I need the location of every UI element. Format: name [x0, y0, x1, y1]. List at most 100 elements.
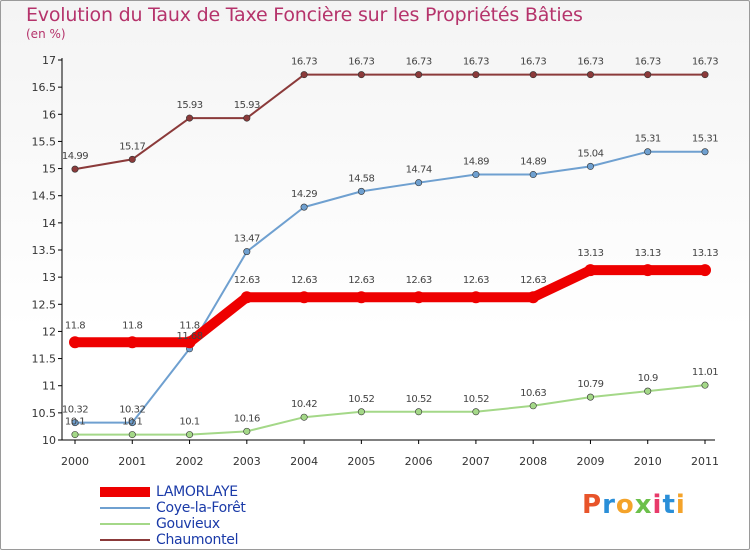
x-tick-label: 2004	[290, 455, 318, 468]
data-label: 16.73	[692, 57, 718, 68]
data-label: 10.32	[119, 405, 145, 416]
data-point	[69, 336, 81, 349]
data-point	[472, 71, 480, 79]
data-point	[529, 71, 537, 79]
data-point	[415, 71, 423, 79]
data-point	[128, 155, 136, 163]
data-label: 12.63	[291, 275, 317, 286]
legend-swatch	[100, 523, 150, 525]
data-label: 10.52	[463, 394, 489, 405]
data-point	[240, 291, 253, 304]
logo-letter: i	[675, 490, 686, 520]
data-point	[472, 171, 480, 179]
data-point	[71, 165, 79, 173]
data-label: 11.8	[65, 320, 85, 331]
data-point	[644, 148, 652, 156]
data-label: 14.99	[62, 151, 88, 162]
x-tick-label: 2001	[118, 455, 146, 468]
logo-letter: t	[662, 490, 676, 520]
data-label: 10.52	[406, 394, 432, 405]
data-point	[701, 71, 709, 79]
x-tick-label: 2008	[519, 455, 547, 468]
y-tick-label: 13	[42, 271, 56, 284]
data-label: 13.47	[234, 234, 260, 245]
y-tick-label: 11	[42, 380, 56, 393]
data-label: 13.13	[577, 248, 603, 259]
data-label: 16.73	[635, 57, 661, 68]
data-point	[469, 291, 482, 304]
data-label: 11.01	[692, 367, 718, 378]
data-label: 13.13	[692, 248, 718, 259]
data-label: 15.31	[635, 134, 661, 145]
data-point	[415, 179, 423, 187]
data-label: 12.63	[348, 275, 374, 286]
legend-label: LAMORLAYE	[156, 484, 238, 500]
data-label: 12.63	[234, 275, 260, 286]
logo-letter: r	[602, 490, 616, 520]
data-point	[183, 336, 196, 349]
legend-swatch	[100, 539, 150, 541]
data-point	[300, 413, 308, 421]
data-point	[357, 187, 365, 195]
data-point	[186, 431, 194, 439]
y-tick-label: 14	[42, 217, 56, 230]
data-label: 16.73	[463, 57, 489, 68]
data-label: 16.73	[291, 57, 317, 68]
x-tick-label: 2003	[233, 455, 261, 468]
data-point	[186, 114, 194, 122]
data-point	[472, 408, 480, 416]
data-label: 10.9	[638, 373, 658, 384]
data-label: 14.74	[406, 165, 432, 176]
y-tick-label: 12.5	[32, 298, 57, 311]
y-tick-label: 16	[42, 108, 56, 121]
data-point	[644, 71, 652, 79]
data-point	[586, 71, 594, 79]
data-label: 15.04	[577, 148, 603, 159]
data-label: 10.1	[179, 417, 199, 428]
y-tick-label: 10.5	[32, 407, 57, 420]
data-label: 13.13	[635, 248, 661, 259]
series-line	[74, 150, 706, 424]
legend-swatch	[100, 507, 150, 509]
y-tick-label: 11.5	[32, 353, 57, 366]
data-label: 14.29	[291, 189, 317, 200]
data-label: 15.31	[692, 134, 718, 145]
logo-letter: o	[615, 490, 635, 520]
data-point	[527, 291, 540, 304]
data-label: 16.73	[348, 57, 374, 68]
data-label: 14.58	[348, 173, 374, 184]
series-line	[74, 73, 706, 171]
x-tick-label: 2009	[576, 455, 604, 468]
legend-label: Coye-la-Forêt	[156, 500, 246, 516]
y-tick-label: 16.5	[32, 81, 57, 94]
logo-letter: x	[634, 490, 653, 520]
data-label: 11.68	[176, 331, 202, 342]
data-point	[641, 264, 654, 277]
chart-subtitle: (en %)	[26, 27, 66, 41]
y-tick-label: 13.5	[32, 244, 57, 257]
data-label: 16.73	[520, 57, 546, 68]
data-point	[644, 387, 652, 395]
data-point	[412, 291, 425, 304]
data-label: 10.32	[62, 405, 88, 416]
legend-swatch	[100, 487, 150, 497]
y-tick-label: 10	[42, 434, 56, 447]
data-point	[300, 203, 308, 211]
line-chart: 10 10.5 11 11.5 12 12.5 13 13.5 14 14.5 15 15.5 16 16…	[32, 54, 720, 468]
y-tick-label: 12	[42, 325, 56, 338]
data-point	[300, 71, 308, 79]
data-point	[701, 148, 709, 156]
data-label: 15.17	[119, 141, 145, 152]
x-tick-label: 2005	[347, 455, 375, 468]
x-tick-label: 2011	[691, 455, 719, 468]
series-line	[70, 265, 710, 348]
data-point	[699, 264, 711, 277]
x-tick-label: 2010	[634, 455, 662, 468]
data-point	[298, 291, 311, 304]
x-tick-label: 2007	[462, 455, 490, 468]
data-label: 16.73	[577, 57, 603, 68]
data-point	[243, 248, 251, 256]
data-label: 14.89	[520, 157, 546, 168]
data-label: 10.1	[65, 417, 85, 428]
data-point	[71, 431, 79, 439]
